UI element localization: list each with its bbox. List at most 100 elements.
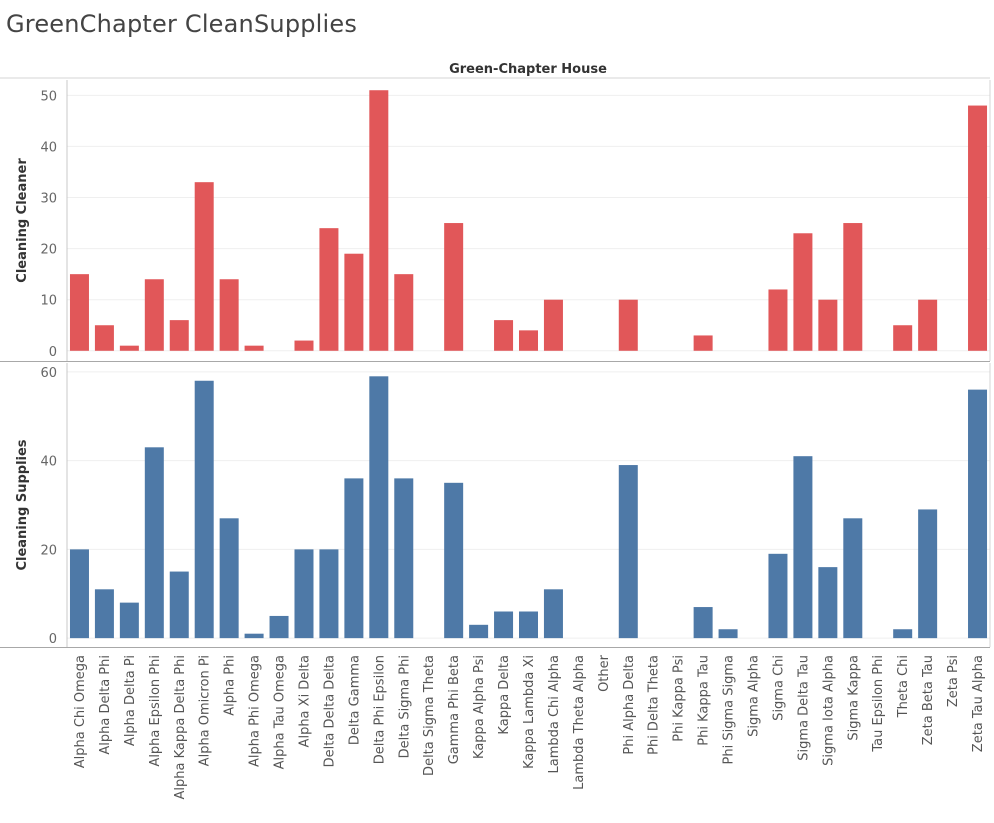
bar[interactable] [169, 571, 189, 639]
x-tick-label: Alpha Delta Phi [98, 655, 113, 755]
bar[interactable] [543, 589, 563, 639]
y-axis-title: Cleaning Cleaner [15, 158, 30, 283]
x-tick-label: Alpha Epsilon Phi [148, 655, 163, 767]
x-tick-label: Kappa Lambda Xi [522, 655, 537, 769]
x-tick-label: Alpha Phi [223, 655, 238, 716]
bar[interactable] [294, 340, 314, 351]
y-tick-label: 10 [40, 294, 57, 309]
x-tick-label: Kappa Alpha Psi [472, 655, 487, 759]
bar[interactable] [793, 456, 813, 639]
x-tick-label: Zeta Psi [946, 655, 961, 707]
bar[interactable] [394, 274, 414, 351]
bar[interactable] [294, 549, 314, 639]
x-tick-label: Theta Chi [896, 655, 911, 718]
y-tick-label: 0 [49, 345, 57, 360]
bar[interactable] [219, 279, 239, 351]
bar[interactable] [269, 615, 289, 639]
y-tick-label: 30 [40, 192, 57, 207]
bar[interactable] [618, 299, 638, 351]
x-tick-label: Sigma Iota Alpha [821, 655, 836, 766]
bar[interactable] [119, 602, 139, 639]
x-tick-label: Delta Delta Delta [322, 655, 337, 767]
x-tick-label: Alpha Xi Delta [297, 655, 312, 747]
bar[interactable] [768, 553, 788, 639]
bar[interactable] [244, 345, 264, 351]
bar[interactable] [369, 376, 389, 639]
bar[interactable] [244, 633, 264, 639]
bar[interactable] [69, 274, 89, 351]
bar[interactable] [693, 335, 713, 351]
bar[interactable] [194, 380, 214, 639]
bar[interactable] [918, 509, 938, 639]
bar[interactable] [893, 325, 913, 351]
bar[interactable] [968, 105, 988, 351]
y-tick-label: 0 [49, 632, 57, 647]
bar[interactable] [144, 447, 164, 639]
bar[interactable] [843, 223, 863, 351]
column-header: Green-Chapter House [449, 62, 607, 77]
x-tick-label: Phi Kappa Psi [672, 655, 687, 742]
x-tick-label: Alpha Phi Omega [248, 655, 263, 767]
bar[interactable] [144, 279, 164, 351]
bar[interactable] [793, 233, 813, 351]
bar[interactable] [818, 299, 838, 351]
y-tick-label: 20 [40, 543, 57, 558]
bar[interactable] [718, 629, 738, 639]
x-tick-label: Delta Sigma Phi [397, 655, 412, 758]
bar[interactable] [843, 518, 863, 639]
bar[interactable] [494, 320, 514, 351]
x-tick-label: Phi Sigma Sigma [722, 655, 737, 764]
bar[interactable] [693, 607, 713, 639]
bar[interactable] [893, 629, 913, 639]
x-tick-label: Delta Sigma Theta [422, 655, 437, 776]
bar[interactable] [543, 299, 563, 351]
bar[interactable] [519, 611, 538, 639]
x-tick-label: Phi Kappa Tau [697, 655, 712, 746]
x-tick-label: Phi Alpha Delta [622, 655, 637, 755]
bar[interactable] [94, 589, 114, 639]
bar[interactable] [918, 299, 938, 351]
y-tick-label: 20 [40, 243, 57, 258]
bar[interactable] [194, 182, 214, 351]
bar[interactable] [94, 325, 114, 351]
bar[interactable] [319, 549, 339, 639]
bar[interactable] [444, 223, 464, 351]
x-tick-label: Alpha Kappa Delta Phi [173, 655, 188, 799]
bar[interactable] [469, 624, 489, 639]
bar[interactable] [818, 567, 838, 639]
x-tick-label: Alpha Tau Omega [273, 655, 288, 769]
bar[interactable] [394, 478, 414, 639]
x-tick-label: Zeta Beta Tau [921, 655, 936, 745]
x-tick-label: Phi Delta Theta [647, 655, 662, 755]
bar[interactable] [494, 611, 514, 639]
x-tick-label: Sigma Chi [771, 655, 786, 721]
bar[interactable] [119, 345, 139, 351]
bar[interactable] [444, 482, 464, 639]
bar[interactable] [219, 518, 239, 639]
bar[interactable] [768, 289, 788, 351]
y-tick-label: 50 [40, 89, 57, 104]
bar[interactable] [344, 478, 364, 639]
x-tick-label: Alpha Delta Pi [123, 655, 138, 746]
bar[interactable] [344, 253, 364, 351]
bar[interactable] [618, 465, 638, 639]
x-tick-label: Zeta Tau Alpha [971, 655, 986, 752]
x-tick-label: Sigma Alpha [747, 655, 762, 737]
y-tick-label: 40 [40, 140, 57, 155]
bar[interactable] [369, 90, 389, 351]
y-tick-label: 60 [40, 366, 57, 381]
bars [69, 90, 988, 639]
bar[interactable] [519, 330, 538, 351]
dashboard-title: GreenChapter CleanSupplies [6, 10, 358, 38]
bar[interactable] [319, 228, 339, 351]
bar[interactable] [169, 320, 189, 351]
x-tick-label: Lambda Chi Alpha [547, 655, 562, 774]
bar[interactable] [69, 549, 89, 639]
x-tick-label: Sigma Delta Tau [796, 655, 811, 761]
x-tick-label: Delta Gamma [347, 655, 362, 745]
x-tick-label: Gamma Phi Beta [447, 655, 462, 764]
x-tick-label: Tau Epsilon Phi [871, 655, 886, 753]
bar[interactable] [968, 389, 988, 639]
x-tick-label: Other [597, 654, 612, 692]
